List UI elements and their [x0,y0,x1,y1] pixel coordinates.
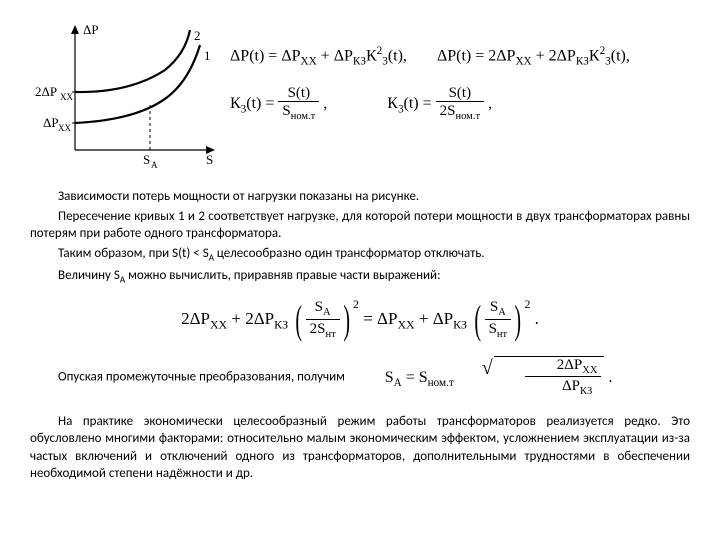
paragraph-2: Пересечение кривых 1 и 2 соответствует н… [30,208,690,243]
formula-dp2: ΔP(t) = 2ΔPXX + 2ΔPКЗК23(t), [437,40,630,73]
paragraph-4: Величину SA можно вычислить, приравняв п… [30,267,690,287]
svg-text:2: 2 [194,28,201,43]
paragraph-6: На практике экономически целесообразный … [30,413,690,483]
formula-block: ΔP(t) = ΔPXX + ΔPКЗК23(t), ΔP(t) = 2ΔPXX… [230,20,630,124]
svg-text:XX: XX [60,92,73,102]
svg-text:ΔP: ΔP [43,115,59,130]
svg-text:S: S [143,152,150,167]
formula-k3-2: К3(t) = S(t)2Sном.т , [387,85,492,124]
svg-text:A: A [151,160,158,170]
paragraph-3: Таким образом, при S(t) < SA целесообраз… [30,245,690,265]
main-equation: 2ΔPXX + 2ΔPКЗ (SA2Sнт)2 = ΔPXX + ΔPКЗ (S… [30,296,690,341]
svg-text:ΔP: ΔP [83,22,99,37]
paragraph-1: Зависимости потерь мощности от нагрузки … [30,188,690,206]
loss-vs-load-graph: ΔP S 2ΔP XX ΔP XX S A 1 2 [30,20,220,180]
formula-k3-1: К3(t) = S(t)Sном.т , [230,85,327,124]
svg-text:1: 1 [204,48,211,63]
result-equation: SA = Sном.т 2ΔPXXΔPКЗ . [357,356,613,399]
formula-dp1: ΔP(t) = ΔPXX + ΔPКЗК23(t), [230,40,407,73]
svg-text:2ΔP: 2ΔP [35,84,57,99]
svg-text:S: S [206,152,213,167]
svg-text:XX: XX [58,123,71,133]
paragraph-5: Опуская промежуточные преобразования, по… [30,356,690,399]
